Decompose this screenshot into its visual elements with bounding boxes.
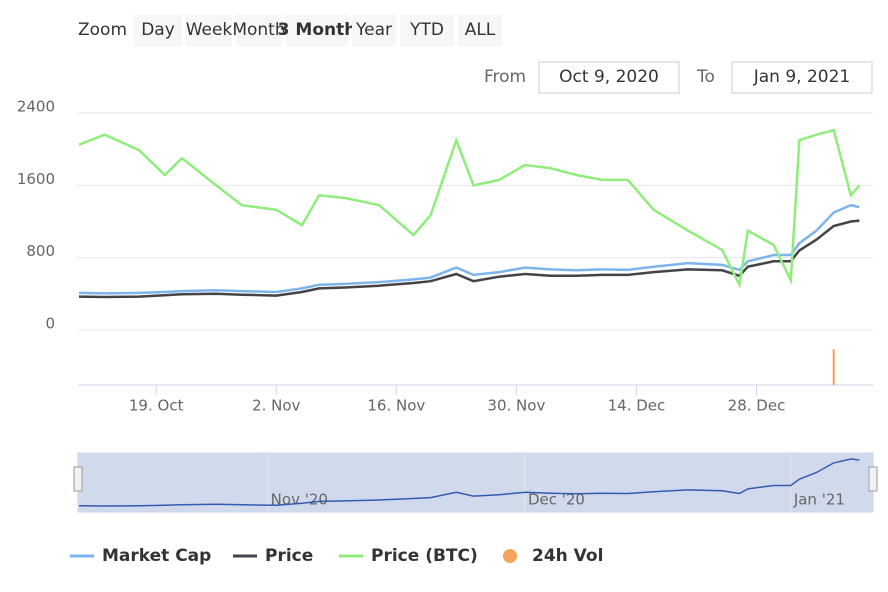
x-tick-label: 28. Dec — [728, 397, 786, 415]
y-tick-label: 2400 — [17, 98, 55, 116]
range-button[interactable] — [134, 14, 182, 46]
range-button-label: 3 Month — [278, 20, 357, 40]
range-button[interactable] — [400, 14, 454, 46]
volume-bar — [832, 349, 835, 385]
range-button-label: YTD — [409, 20, 444, 40]
range-button[interactable] — [458, 14, 502, 46]
navigator-handle[interactable] — [868, 466, 878, 492]
range-button-label: Year — [355, 20, 392, 40]
x-tick-label: 14. Dec — [608, 397, 666, 415]
x-tick-label: 16. Nov — [367, 397, 425, 415]
range-button[interactable] — [286, 14, 348, 46]
x-tick-label: 19. Oct — [129, 397, 184, 415]
range-button[interactable] — [352, 14, 396, 46]
range-button[interactable] — [186, 14, 232, 46]
range-button-label: Month — [232, 20, 285, 40]
range-button[interactable] — [236, 14, 282, 46]
range-button-label: ALL — [465, 20, 496, 40]
y-tick-label: 1600 — [17, 170, 55, 188]
x-tick-label: 2. Nov — [252, 397, 300, 415]
legend-label[interactable]: Price (BTC) — [371, 546, 478, 566]
x-tick-label: 30. Nov — [487, 397, 545, 415]
y-tick-label: 0 — [45, 315, 55, 333]
navigator-tick-label: Jan '21 — [793, 491, 845, 509]
range-button-label: Week — [186, 20, 233, 40]
navigator-mask — [77, 452, 874, 513]
y-tick-label: 800 — [26, 242, 55, 260]
legend-label[interactable]: 24h Vol — [532, 546, 603, 566]
range-button-label: Day — [141, 20, 175, 40]
navigator-tick-label: Dec '20 — [528, 491, 585, 509]
from-input[interactable] — [538, 61, 680, 94]
to-input[interactable] — [731, 61, 873, 94]
navigator-handle[interactable] — [73, 466, 83, 492]
to-label: To — [696, 67, 715, 87]
zoom-label: Zoom — [78, 20, 127, 40]
legend-marker — [503, 549, 517, 563]
from-label: From — [484, 67, 526, 87]
legend-label[interactable]: Price — [265, 546, 313, 566]
navigator-line — [78, 458, 860, 507]
legend-label[interactable]: Market Cap — [102, 546, 211, 566]
series-line — [78, 128, 861, 289]
series-line — [78, 203, 860, 295]
to-value: Jan 9, 2021 — [753, 67, 851, 87]
from-value: Oct 9, 2020 — [559, 67, 659, 87]
